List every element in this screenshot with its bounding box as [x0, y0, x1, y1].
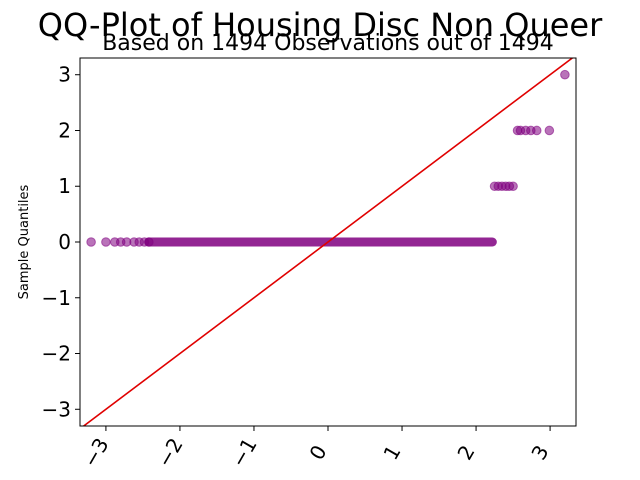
x-tick-label: −2	[152, 434, 188, 472]
chart-subtitle: Based on 1494 Observations out of 1494	[102, 31, 554, 56]
x-tick-label: 2	[452, 441, 479, 464]
reference-line-layer	[82, 58, 574, 426]
plot-area	[82, 58, 574, 426]
x-tick-label: 3	[526, 441, 553, 464]
data-point	[86, 237, 96, 247]
y-axis-label: Sample Quantiles	[17, 184, 32, 299]
points-layer	[86, 69, 570, 247]
y-tick-label: 3	[58, 63, 71, 87]
data-point	[544, 125, 555, 136]
reference-line	[82, 58, 574, 426]
y-tick-label: −2	[42, 342, 71, 366]
data-point	[560, 69, 570, 80]
data-point	[144, 237, 154, 247]
chart-title: QQ-Plot of Housing Disc Non Queer	[38, 6, 603, 44]
y-tick-label: 1	[58, 174, 71, 198]
data-point	[101, 237, 111, 247]
y-axis-ticks: −3 −2 −1 0 1 2 3	[42, 63, 80, 421]
y-tick-label: 2	[58, 118, 71, 142]
x-tick-label: −3	[78, 434, 114, 472]
y-tick-label: 0	[58, 230, 71, 254]
x-tick-label: 0	[304, 441, 331, 464]
data-point	[508, 181, 518, 192]
x-tick-label: −1	[226, 434, 262, 472]
x-tick-label: 1	[378, 441, 405, 464]
y-tick-label: −1	[42, 286, 71, 310]
data-point	[531, 125, 542, 136]
y-tick-label: −3	[42, 397, 71, 421]
x-axis-ticks: −3 −2 −1 0 1 2 3	[78, 426, 554, 471]
